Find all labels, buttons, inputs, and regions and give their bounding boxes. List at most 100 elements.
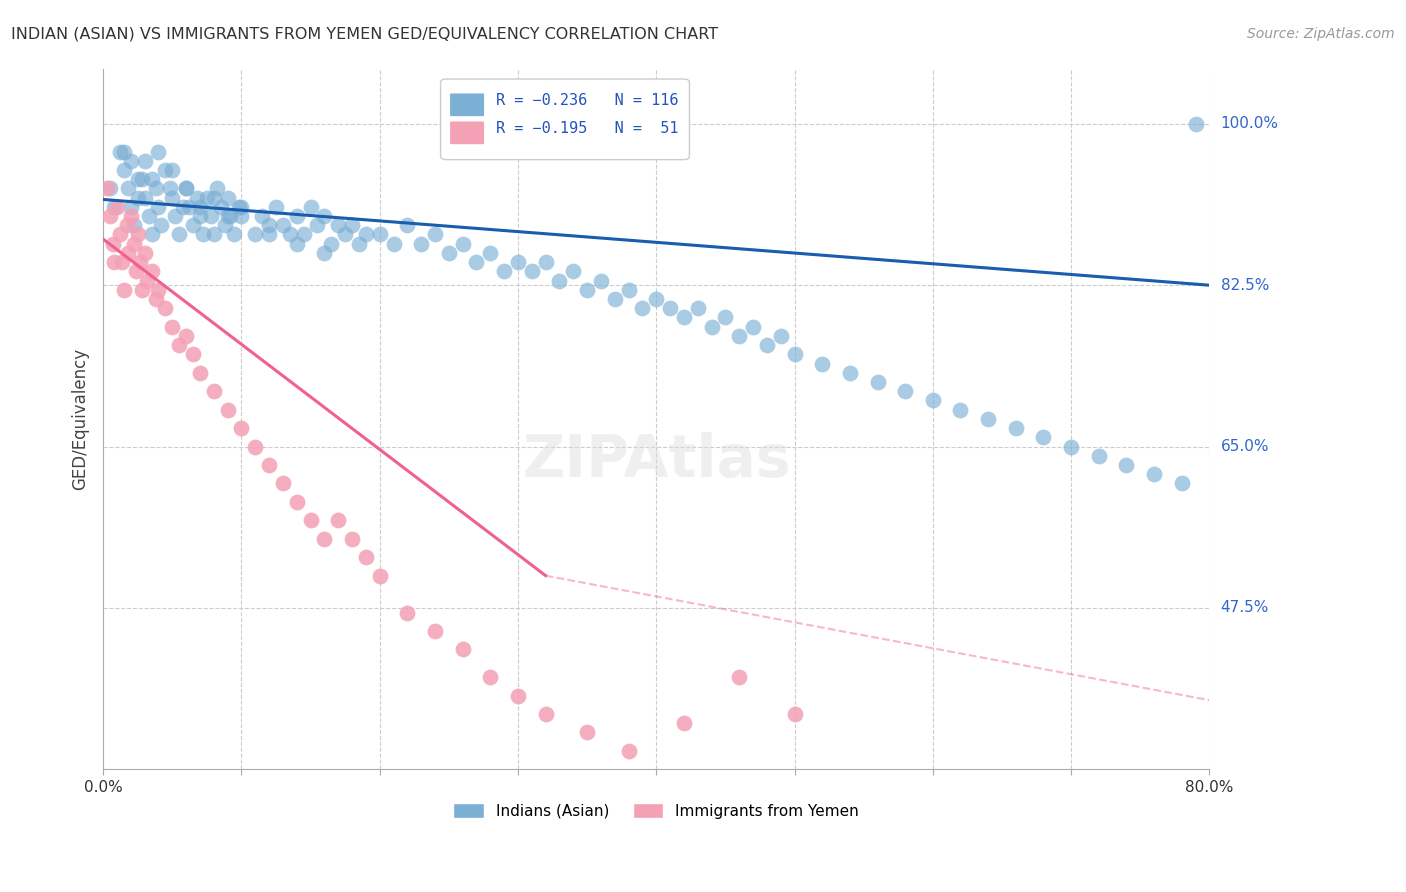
Point xyxy=(202,227,225,242)
Point xyxy=(131,283,153,297)
Point xyxy=(174,181,197,195)
Point xyxy=(96,181,118,195)
Point xyxy=(617,283,640,297)
FancyBboxPatch shape xyxy=(440,79,689,160)
Point xyxy=(245,227,267,242)
Point xyxy=(333,227,356,242)
Point xyxy=(117,246,139,260)
Text: INDIAN (ASIAN) VS IMMIGRANTS FROM YEMEN GED/EQUIVALENCY CORRELATION CHART: INDIAN (ASIAN) VS IMMIGRANTS FROM YEMEN … xyxy=(11,27,718,42)
Point xyxy=(354,550,377,565)
Point xyxy=(122,219,145,233)
Point xyxy=(148,145,170,159)
Point xyxy=(589,274,612,288)
Text: 82.5%: 82.5% xyxy=(1220,277,1268,293)
Point xyxy=(328,513,350,527)
Point xyxy=(1143,467,1166,482)
Point xyxy=(145,181,167,195)
Text: R = −0.195   N =  51: R = −0.195 N = 51 xyxy=(496,120,678,136)
Point xyxy=(141,264,163,278)
Point xyxy=(465,255,488,269)
Point xyxy=(202,191,225,205)
Point xyxy=(167,227,190,242)
Point xyxy=(163,209,186,223)
Point xyxy=(1184,117,1206,131)
Point xyxy=(1171,476,1194,491)
Point xyxy=(451,236,474,251)
Point xyxy=(451,642,474,657)
Point xyxy=(127,191,149,205)
Point xyxy=(783,706,806,721)
Point xyxy=(224,227,246,242)
Point xyxy=(264,200,287,214)
Point xyxy=(1087,449,1109,463)
Point xyxy=(217,191,239,205)
Point xyxy=(921,393,943,408)
Point xyxy=(162,191,184,205)
Point xyxy=(506,689,529,703)
Point xyxy=(134,246,156,260)
Point xyxy=(714,310,737,325)
FancyBboxPatch shape xyxy=(450,93,485,117)
Point xyxy=(125,264,148,278)
Point xyxy=(136,274,159,288)
Point xyxy=(755,338,778,352)
Point xyxy=(134,153,156,168)
Point xyxy=(672,716,695,731)
Point xyxy=(742,319,765,334)
Point xyxy=(148,283,170,297)
Point xyxy=(101,236,124,251)
Y-axis label: GED/Equivalency: GED/Equivalency xyxy=(72,348,89,490)
Point xyxy=(117,181,139,195)
Point xyxy=(1004,421,1026,435)
Point xyxy=(188,209,211,223)
Point xyxy=(134,191,156,205)
Point xyxy=(314,246,336,260)
Point xyxy=(127,172,149,186)
Point xyxy=(181,219,204,233)
Point xyxy=(145,292,167,306)
Point xyxy=(340,219,363,233)
Point xyxy=(328,219,350,233)
Point xyxy=(105,200,128,214)
Point xyxy=(728,329,751,343)
Point xyxy=(148,200,170,214)
Point xyxy=(949,402,972,417)
Point xyxy=(188,366,211,380)
Point xyxy=(111,255,134,269)
Point xyxy=(191,227,214,242)
Point xyxy=(411,236,433,251)
Point xyxy=(122,236,145,251)
Point xyxy=(98,181,121,195)
Point xyxy=(120,200,142,214)
Point xyxy=(219,209,242,223)
Point xyxy=(368,568,391,582)
Point xyxy=(576,283,599,297)
Point xyxy=(271,219,294,233)
Point xyxy=(150,219,173,233)
Point xyxy=(548,274,571,288)
Point xyxy=(645,292,668,306)
Point xyxy=(314,532,336,546)
Point xyxy=(159,181,181,195)
Point xyxy=(231,209,253,223)
FancyBboxPatch shape xyxy=(450,120,485,145)
Point xyxy=(686,301,709,316)
Text: 65.0%: 65.0% xyxy=(1220,439,1270,454)
Point xyxy=(138,209,160,223)
Point xyxy=(285,209,308,223)
Point xyxy=(245,440,267,454)
Point xyxy=(728,670,751,684)
Point xyxy=(314,209,336,223)
Point xyxy=(347,236,370,251)
Point xyxy=(354,227,377,242)
Point xyxy=(368,227,391,242)
Point xyxy=(162,319,184,334)
Point xyxy=(659,301,682,316)
Point xyxy=(321,236,343,251)
Point xyxy=(396,606,419,620)
Point xyxy=(299,200,322,214)
Point xyxy=(141,227,163,242)
Point xyxy=(155,301,177,316)
Point xyxy=(112,163,135,178)
Point xyxy=(108,145,131,159)
